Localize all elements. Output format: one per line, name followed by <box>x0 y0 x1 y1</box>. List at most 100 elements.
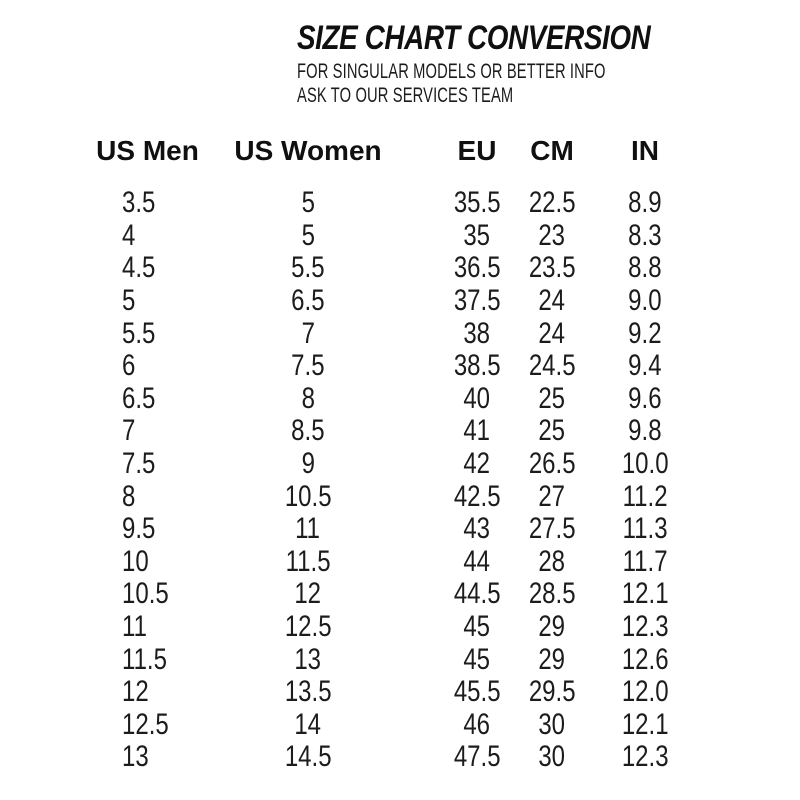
table-cell-value: 10.0 <box>621 447 669 481</box>
table-cell-value: 13 <box>122 740 149 774</box>
column-header-in: IN <box>571 135 719 167</box>
table-cell-value: 42.5 <box>453 479 501 513</box>
table-cell: 22.5 <box>529 186 576 220</box>
table-cell-value: 9.2 <box>628 316 662 350</box>
table-cell-value: 27 <box>538 479 566 513</box>
table-cell-value: 30 <box>538 707 566 741</box>
table-cell-value: 10.5 <box>122 577 169 611</box>
table-cell-value: 11 <box>122 610 147 644</box>
table-row: 13 14.5 47.5 30 12.3 <box>100 740 720 774</box>
table-cell-value: 37.5 <box>453 284 501 318</box>
table-cell-value: 11.3 <box>622 512 668 546</box>
table-cell-value: 11.7 <box>622 544 668 578</box>
table-cell: 42 <box>421 447 533 481</box>
table-cell: 12.3 <box>571 740 719 774</box>
table-cell: 8 <box>100 480 195 514</box>
column-header-label: US Men <box>96 135 199 166</box>
table-cell: 5 <box>195 186 421 220</box>
table-cell-value: 46 <box>463 707 491 741</box>
table-cell-value: 4.5 <box>122 251 156 285</box>
table-cell-value: 35 <box>463 218 491 252</box>
table-cell-value: 42 <box>463 447 491 481</box>
table-cell-value: 6.5 <box>122 381 156 415</box>
table-cell: 14.5 <box>195 740 421 774</box>
table-cell: 8 <box>195 382 421 416</box>
table-cell-value: 10.5 <box>284 479 332 513</box>
table-row: 4 5 35 23 8.3 <box>100 218 720 253</box>
table-cell-value: 28 <box>538 544 566 578</box>
table-cell-value: 29.5 <box>528 675 576 709</box>
table-cell: 12.5 <box>100 708 195 742</box>
table-cell: 10.5 <box>100 577 195 611</box>
table-cell-value: 10 <box>122 544 149 578</box>
column-header-label: US Women <box>234 135 382 166</box>
table-cell: 12 <box>195 577 421 611</box>
table-cell: 5.5 <box>100 317 195 351</box>
table-row: 10.5 12 44.5 28.5 12.1 <box>100 577 720 611</box>
table-header-row: US Men US Women EU CM IN <box>96 130 720 172</box>
table-cell-value: 9.6 <box>628 381 662 415</box>
table-cell: 38 <box>421 317 533 351</box>
table-cell-value: 13.5 <box>284 675 332 709</box>
table-cell-value: 8 <box>122 479 136 513</box>
table-cell-value: 27.5 <box>528 512 576 546</box>
table-cell: 44.5 <box>421 577 533 611</box>
table-cell-value: 12.5 <box>122 707 169 741</box>
table-cell-value: 4 <box>122 218 136 252</box>
table-cell-value: 8 <box>301 381 315 415</box>
table-cell: 28.5 <box>529 577 576 611</box>
table-cell-value: 11.2 <box>622 479 668 513</box>
table-cell-value: 30 <box>538 740 566 774</box>
table-cell-value: 7 <box>301 316 315 350</box>
table-cell-value: 11.5 <box>122 642 167 676</box>
table-cell: 40 <box>421 382 533 416</box>
table-cell: 7 <box>195 317 421 351</box>
table-cell-value: 9.8 <box>628 414 662 448</box>
table-cell-value: 11.5 <box>285 544 331 578</box>
table-cell-value: 43 <box>463 512 491 546</box>
table-cell: 5 <box>100 284 195 318</box>
table-cell-value: 23 <box>538 218 566 252</box>
table-cell-value: 45 <box>463 610 491 644</box>
table-cell: 11 <box>195 512 421 546</box>
table-row: 10 11.5 44 28 11.7 <box>100 544 720 579</box>
table-cell-value: 5 <box>301 186 315 220</box>
table-cell: 24 <box>533 317 571 351</box>
table-cell: 43 <box>421 512 533 546</box>
table-cell-value: 35.5 <box>453 186 501 220</box>
table-cell: 7 <box>100 414 195 448</box>
table-cell: 8.3 <box>571 219 719 253</box>
table-cell: 45 <box>421 610 533 644</box>
table-cell: 6.5 <box>195 284 421 318</box>
table-cell: 25 <box>533 414 571 448</box>
table-cell-value: 14 <box>294 707 322 741</box>
table-cell-value: 6 <box>122 349 136 383</box>
table-row: 11.5 13 45 29 12.6 <box>100 643 720 676</box>
table-row: 6 7.5 38.5 24.5 9.4 <box>100 349 720 383</box>
table-cell: 9.2 <box>571 317 719 351</box>
table-cell: 29 <box>533 643 571 677</box>
table-cell: 12.5 <box>195 610 421 644</box>
table-cell-value: 3.5 <box>122 186 156 220</box>
table-cell: 42.5 <box>421 480 533 514</box>
table-cell-value: 12.3 <box>621 740 669 774</box>
column-header-label: IN <box>631 135 659 166</box>
table-cell: 9.4 <box>571 349 719 383</box>
column-header-cm: CM <box>530 135 574 167</box>
table-cell-value: 44.5 <box>453 577 501 611</box>
table-cell: 7.5 <box>100 447 195 481</box>
table-cell: 8.8 <box>571 251 719 285</box>
table-cell-value: 36.5 <box>453 251 501 285</box>
table-cell-value: 7 <box>122 414 136 448</box>
table-cell-value: 12.1 <box>621 577 669 611</box>
table-cell: 36.5 <box>421 251 533 285</box>
table-cell: 12.1 <box>571 708 719 742</box>
table-body: 3.5 5 35.5 22.5 8.9 4 5 35 23 8.3 4.5 5.5 36.5 23.5 8.… <box>100 186 720 774</box>
table-cell-value: 5.5 <box>122 316 156 350</box>
table-cell: 6.5 <box>100 382 195 416</box>
table-cell: 8.5 <box>195 414 421 448</box>
table-cell: 38.5 <box>421 349 533 383</box>
size-conversion-table: US Men US Women EU CM IN 3.5 5 35.5 22.5 8.9… <box>96 130 720 774</box>
table-cell: 35.5 <box>421 186 533 220</box>
